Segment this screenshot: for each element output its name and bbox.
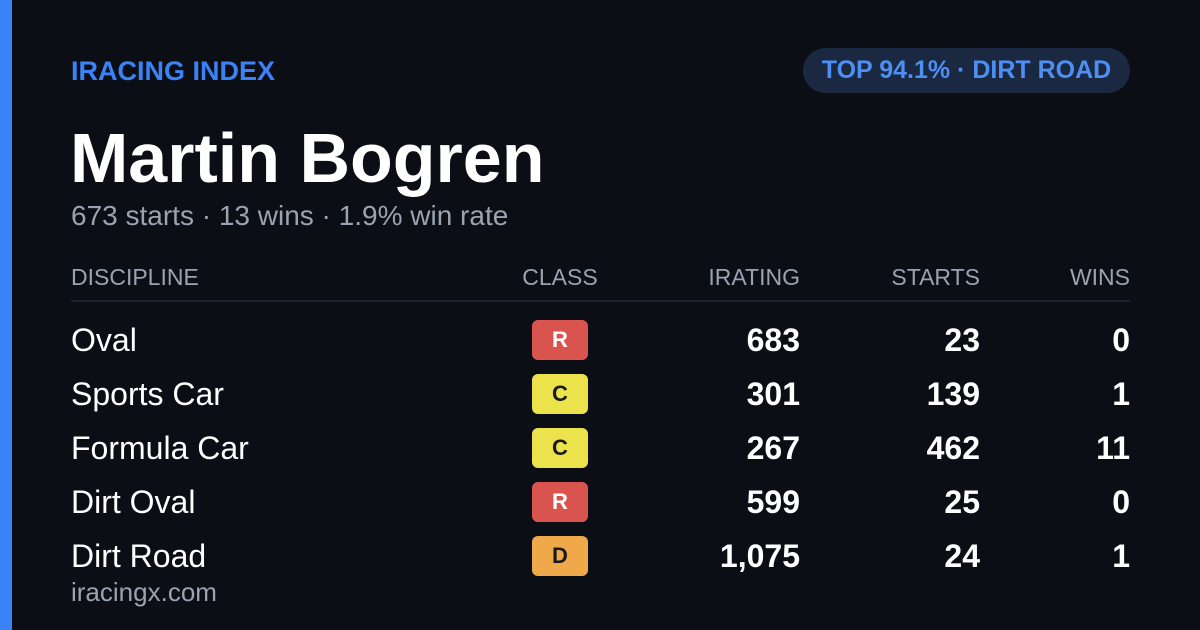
stat-value: 23 [944, 322, 980, 358]
class-badge: C [532, 428, 588, 468]
stat-value: 599 [746, 484, 800, 520]
stat-value: 24 [944, 538, 980, 574]
rank-badge: TOP 94.1% · DIRT ROAD [803, 48, 1130, 93]
stat-value: 683 [746, 322, 800, 358]
stat-value: 139 [926, 376, 980, 412]
column-header: CLASS [522, 264, 598, 290]
site-link: iracingx.com [71, 577, 217, 607]
column-header: STARTS [891, 264, 980, 290]
stat-value: 0 [1112, 322, 1130, 358]
stat-value: 0 [1112, 484, 1130, 520]
brand: IRACING INDEX [71, 56, 276, 86]
driver-summary: 673 starts · 13 wins · 1.9% win rate [71, 200, 509, 231]
stat-value: 462 [926, 430, 980, 466]
discipline: Dirt Road [71, 538, 207, 574]
discipline: Sports Car [71, 376, 224, 412]
column-header: IRATING [708, 264, 800, 290]
stat-value: 1 [1112, 376, 1130, 412]
class-badge: R [532, 320, 588, 360]
class-badge: R [532, 482, 588, 522]
stat-value: 25 [944, 484, 980, 520]
stat-value: 1 [1112, 538, 1130, 574]
discipline: Formula Car [71, 430, 249, 466]
class-badge: C [532, 374, 588, 414]
class-badge: D [532, 536, 588, 576]
column-header: WINS [1069, 264, 1130, 290]
discipline: Dirt Oval [71, 484, 196, 520]
discipline: Oval [71, 322, 137, 358]
driver-name: Martin Bogren [70, 119, 545, 197]
accent-stripe [0, 0, 12, 630]
column-header: DISCIPLINE [71, 264, 199, 290]
stat-value: 1,075 [719, 538, 800, 574]
stat-value: 301 [746, 376, 800, 412]
header-rule [71, 300, 1130, 302]
stat-value: 11 [1096, 430, 1130, 466]
stat-value: 267 [746, 430, 800, 466]
